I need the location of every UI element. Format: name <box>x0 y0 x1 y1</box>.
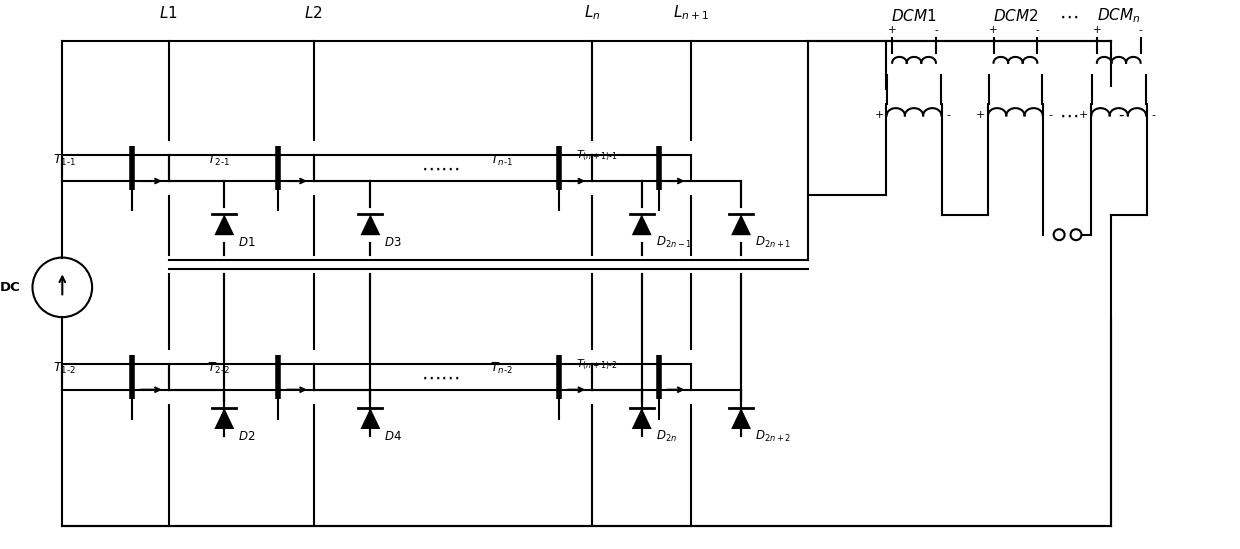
Polygon shape <box>215 408 234 429</box>
Polygon shape <box>631 408 652 429</box>
Text: -: - <box>1118 108 1123 123</box>
Text: $\cdots$: $\cdots$ <box>1059 7 1079 26</box>
Text: $L1$: $L1$ <box>159 5 179 21</box>
Text: $\cdots\cdots$: $\cdots\cdots$ <box>420 159 459 178</box>
Text: +: + <box>888 25 897 35</box>
Polygon shape <box>361 408 381 429</box>
Text: $L_{n+1}$: $L_{n+1}$ <box>673 4 709 23</box>
Text: +: + <box>1079 110 1089 120</box>
Text: $D_{2n}$: $D_{2n}$ <box>656 429 677 444</box>
Text: -: - <box>1048 110 1053 120</box>
Text: -: - <box>934 25 937 35</box>
Text: $T_{1\text{-}1}$: $T_{1\text{-}1}$ <box>53 153 76 167</box>
Text: $D4$: $D4$ <box>384 430 402 443</box>
Text: $D1$: $D1$ <box>238 236 255 249</box>
Text: -: - <box>1035 25 1039 35</box>
Text: $\cdots$: $\cdots$ <box>1059 106 1079 125</box>
Text: $L2$: $L2$ <box>305 5 324 21</box>
Text: $D3$: $D3$ <box>384 236 402 249</box>
Polygon shape <box>732 408 751 429</box>
Text: +: + <box>976 110 986 120</box>
Text: $D_{2n+2}$: $D_{2n+2}$ <box>755 429 791 444</box>
Text: +: + <box>874 110 884 120</box>
Text: $T_{(n+1)\text{-}2}$: $T_{(n+1)\text{-}2}$ <box>577 358 618 372</box>
Text: -: - <box>947 110 951 120</box>
Text: $T_{2\text{-}2}$: $T_{2\text{-}2}$ <box>207 361 229 377</box>
Polygon shape <box>732 214 751 235</box>
Text: $D2$: $D2$ <box>238 430 255 443</box>
Text: +: + <box>1092 25 1101 35</box>
Text: $T_{2\text{-}1}$: $T_{2\text{-}1}$ <box>207 153 229 167</box>
Polygon shape <box>631 214 652 235</box>
Text: $DCM_n$: $DCM_n$ <box>1097 7 1141 25</box>
Text: +: + <box>990 25 998 35</box>
Text: $\cdots\cdots$: $\cdots\cdots$ <box>420 367 459 386</box>
Text: $T_{(n+1)\text{-}1}$: $T_{(n+1)\text{-}1}$ <box>577 149 618 164</box>
Text: $D_{2n-1}$: $D_{2n-1}$ <box>656 235 692 250</box>
Text: $T_{1\text{-}2}$: $T_{1\text{-}2}$ <box>53 361 76 377</box>
Text: $DCM1$: $DCM1$ <box>892 8 937 24</box>
Polygon shape <box>361 214 381 235</box>
Text: -: - <box>1152 110 1156 120</box>
Text: $L_n$: $L_n$ <box>584 4 600 23</box>
Text: DC: DC <box>0 281 21 294</box>
Text: $D_{2n+1}$: $D_{2n+1}$ <box>755 235 791 250</box>
Text: -: - <box>1138 25 1142 35</box>
Text: $DCM2$: $DCM2$ <box>992 8 1038 24</box>
Polygon shape <box>215 214 234 235</box>
Text: $T_{n\text{-}1}$: $T_{n\text{-}1}$ <box>490 153 513 167</box>
Text: $T_{n\text{-}2}$: $T_{n\text{-}2}$ <box>490 361 513 377</box>
